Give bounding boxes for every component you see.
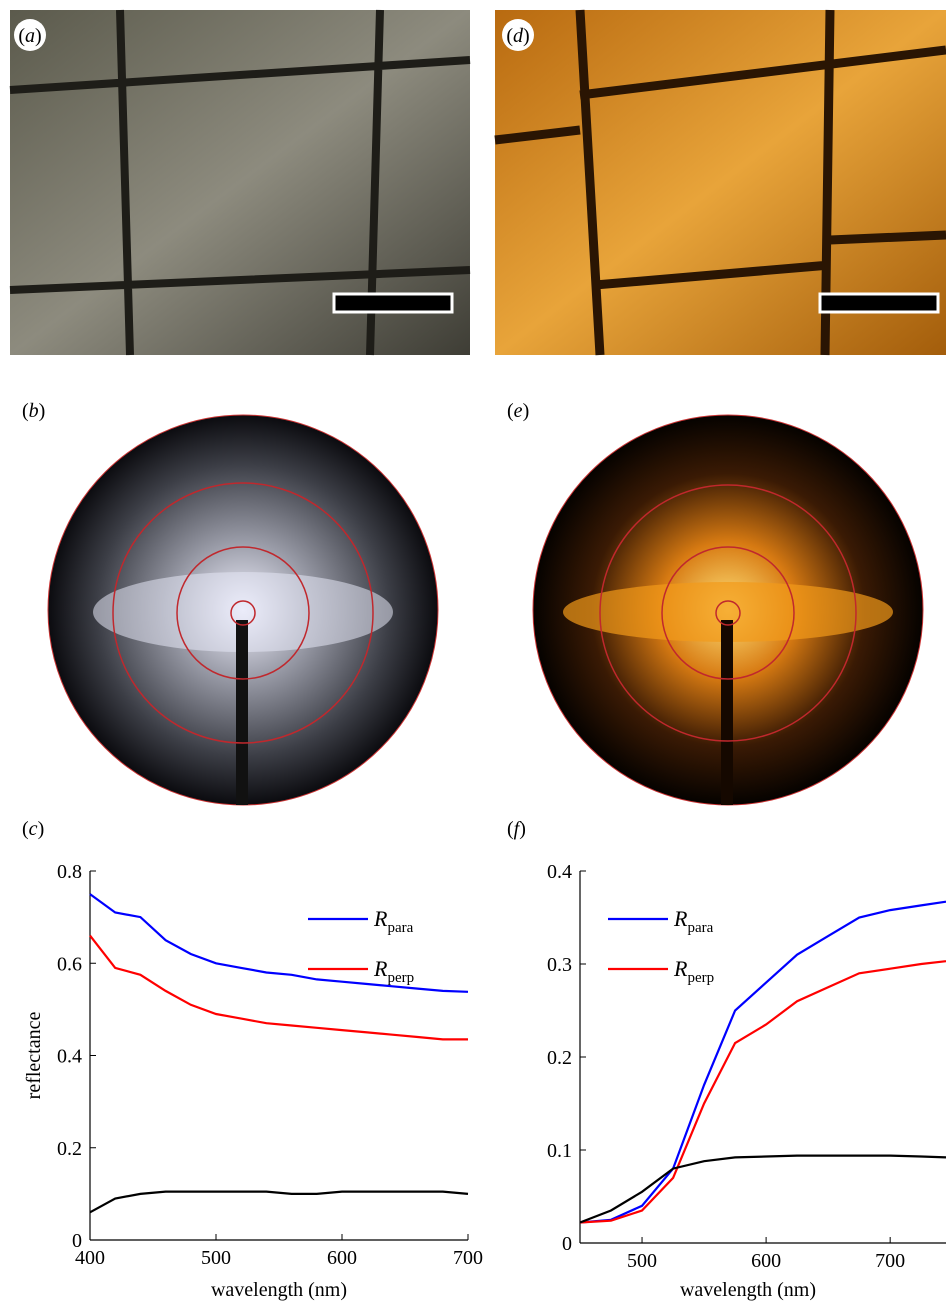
y-axis-label: reflectance — [23, 1012, 45, 1100]
legend-label: Rperp — [673, 956, 714, 986]
y-tick-label: 0.6 — [57, 953, 82, 975]
y-tick-label: 0.2 — [57, 1138, 82, 1160]
y-tick-label: 0.4 — [57, 1046, 82, 1068]
legend-label: Rperp — [373, 956, 414, 986]
panel-label: (d) — [506, 25, 529, 47]
scale-bar — [334, 294, 452, 312]
x-tick-label: 500 — [627, 1250, 657, 1272]
x-tick-label: 500 — [201, 1247, 231, 1269]
series-line — [90, 1192, 468, 1213]
y-tick-label: 0.4 — [547, 861, 572, 883]
y-tick-label: 0.2 — [547, 1047, 572, 1069]
panel-label: (c) — [22, 818, 44, 840]
beam-stop — [236, 620, 248, 805]
x-tick-label: 700 — [875, 1250, 905, 1272]
y-tick-label: 0.3 — [547, 954, 572, 976]
series-line — [580, 902, 946, 1223]
panel-label: (a) — [18, 25, 41, 47]
x-tick-label: 600 — [327, 1247, 357, 1269]
x-axis-label: wavelength (nm) — [680, 1279, 816, 1301]
x-tick-label: 400 — [75, 1247, 105, 1269]
y-tick-label: 0.8 — [57, 861, 82, 883]
beam-stop — [721, 620, 733, 805]
figure: (a) (d) (b) (e) (c) (f) 0 0.2 0.4 0.6 0.8 400… — [0, 0, 946, 1301]
x-tick-label: 600 — [751, 1250, 781, 1272]
x-tick-label: 700 — [453, 1247, 483, 1269]
page: {"panels": {"a": "(a)", "b": "(b)", "c":… — [0, 0, 946, 1301]
panel-label: (b) — [22, 400, 45, 422]
y-tick-label: 0 — [562, 1233, 572, 1255]
legend-label: Rpara — [373, 906, 414, 936]
scale-bar — [820, 294, 938, 312]
y-tick-label: 0.1 — [547, 1140, 572, 1162]
panel-label: (f) — [507, 818, 526, 840]
x-axis-label: wavelength (nm) — [211, 1279, 347, 1301]
series-line — [580, 961, 946, 1222]
panel-label: (e) — [507, 400, 529, 422]
legend-label: Rpara — [673, 906, 714, 936]
